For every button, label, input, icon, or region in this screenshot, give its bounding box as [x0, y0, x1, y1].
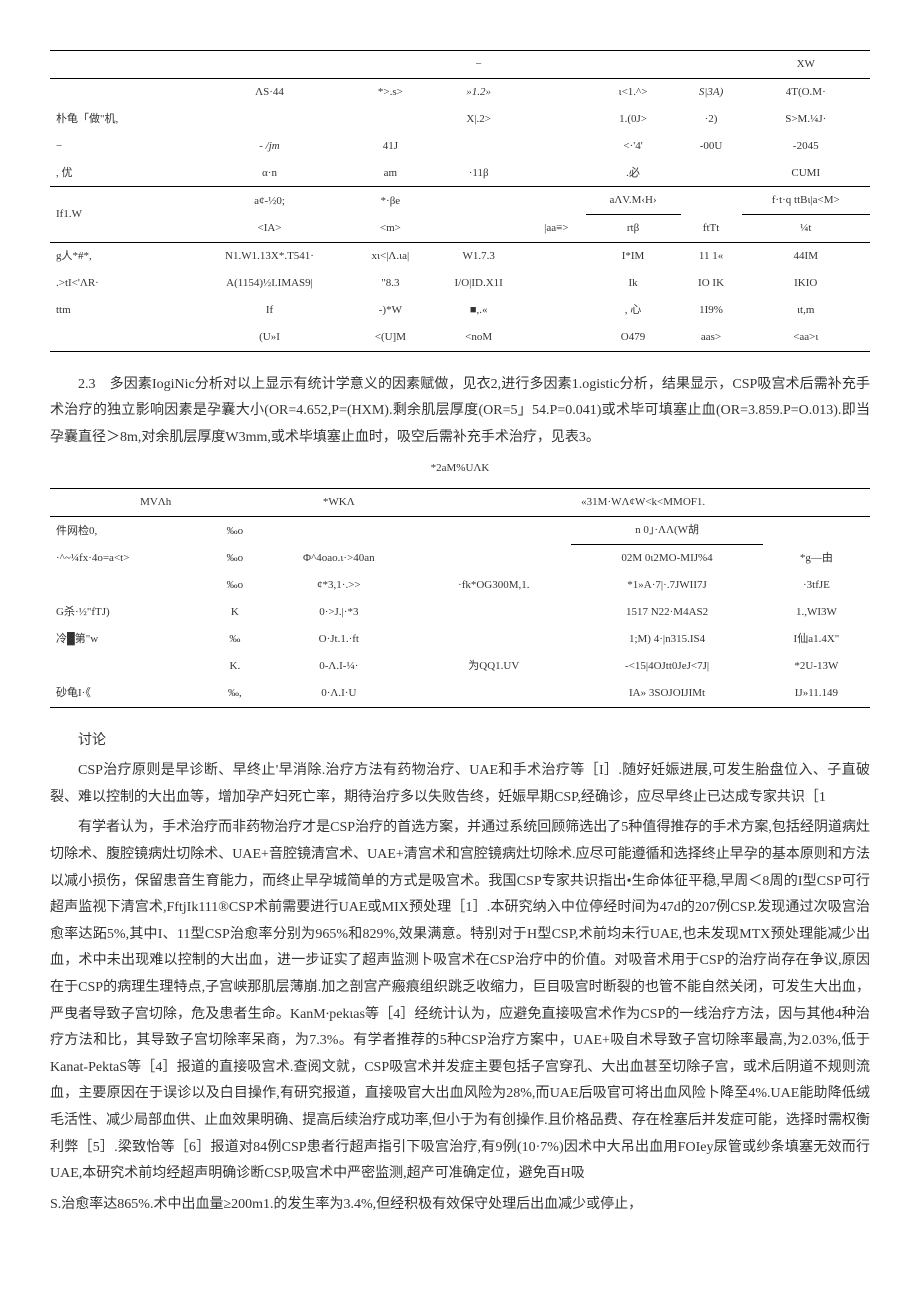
discussion-heading: 讨论 — [50, 728, 870, 755]
t1-dash: − — [430, 51, 527, 79]
table2-caption: *2aM%UΛK — [50, 458, 870, 479]
table-2: MVΛh *WKΛ «31M·WΛ¢W<k<MMOF1. 件网检0, ‰o n … — [50, 488, 870, 707]
discussion-para-2: 有学者认为，手术治疗而非药物治疗才是CSP治疗的首选方案，并通过系统回顾筛选出了… — [50, 815, 870, 1187]
discussion-para-3: S.治愈率达865%.术中出血量≥200m1.的发生率为3.4%,但经积极有效保… — [50, 1192, 870, 1219]
table-1: − XW ΛS·44 *>.s> »1.2» ι<1.^> S|3A) 4T(O… — [50, 50, 870, 352]
discussion-para-1: CSP治疗原则是早诊断、早终止'早消除.治疗方法有药物治疗、UAE和手术治疗等［… — [50, 758, 870, 811]
t1-header-right: XW — [742, 51, 870, 79]
paragraph-2-3: 2.3 多因素IogiNic分析对以上显示有统计学意义的因素赋做，见衣2,进行多… — [50, 372, 870, 452]
